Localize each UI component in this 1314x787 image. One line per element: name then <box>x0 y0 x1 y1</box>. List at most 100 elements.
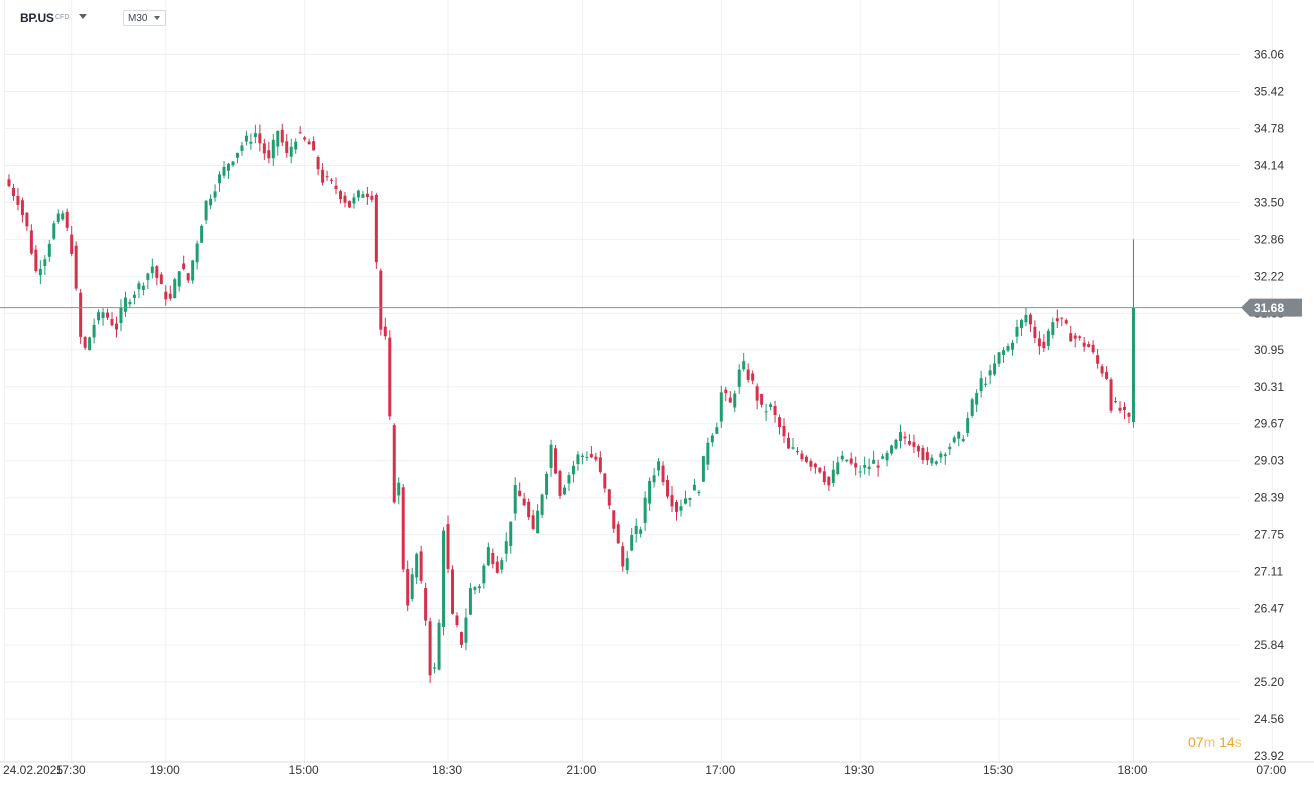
candle-body <box>97 312 101 321</box>
candle <box>459 631 463 649</box>
candle <box>294 138 298 154</box>
candle <box>146 272 150 290</box>
candle-body <box>79 292 83 337</box>
candle <box>1002 347 1006 363</box>
candle-body <box>191 260 195 281</box>
candle-body <box>258 133 262 144</box>
candle-body <box>1019 319 1023 329</box>
candle-body <box>141 285 145 290</box>
candle <box>38 260 42 285</box>
x-tick-label: 24.02.2025 <box>3 763 63 777</box>
x-tick-label: 19:30 <box>844 763 874 777</box>
x-tick-label: 15:00 <box>289 763 319 777</box>
candle-body <box>1127 413 1131 417</box>
candle <box>182 255 186 271</box>
candle-body <box>598 457 602 472</box>
timeframe-select[interactable]: M30 <box>123 10 166 26</box>
candle-body <box>957 431 961 439</box>
candle-body <box>29 230 33 254</box>
candle-body <box>742 361 746 370</box>
candle-body <box>491 552 495 565</box>
candle <box>258 124 262 152</box>
candle <box>522 492 526 506</box>
candle-body <box>612 510 616 529</box>
candle <box>65 208 69 232</box>
candle-body <box>509 521 513 546</box>
candle <box>1042 334 1046 353</box>
candle-body <box>240 145 244 151</box>
candle <box>119 299 123 332</box>
candle-body <box>1131 307 1135 423</box>
candle-body <box>760 394 764 405</box>
candle-body <box>621 546 625 567</box>
candle-body <box>379 270 383 330</box>
candle-body <box>365 193 369 198</box>
candle-body <box>52 223 56 239</box>
candle <box>1011 340 1014 356</box>
candle-body <box>1078 336 1082 338</box>
candle-body <box>563 487 566 495</box>
chevron-down-icon[interactable] <box>79 14 87 19</box>
candle <box>504 532 508 562</box>
candle <box>836 456 840 476</box>
candle <box>1118 401 1122 414</box>
instrument-type-badge: CFD <box>55 14 70 21</box>
candle-body <box>764 411 768 413</box>
candle-body <box>370 195 374 200</box>
candle-body <box>580 455 584 457</box>
candle-body <box>182 263 186 270</box>
candle <box>356 189 360 202</box>
candle-body <box>115 323 118 330</box>
candle <box>379 268 383 336</box>
candle <box>388 330 392 421</box>
candle-body <box>988 370 992 376</box>
y-tick-label: 27.75 <box>1254 528 1284 542</box>
candle-body <box>643 497 647 523</box>
candle-body <box>339 191 342 200</box>
candle <box>1006 343 1010 353</box>
candle <box>527 498 531 520</box>
candle <box>509 521 513 554</box>
candle <box>280 123 284 147</box>
candle <box>433 662 437 674</box>
candle-body <box>307 141 311 145</box>
candle <box>719 385 723 428</box>
candle <box>827 476 831 492</box>
candlestick-series <box>7 123 1135 683</box>
candle <box>79 288 83 344</box>
candle-body <box>867 466 871 470</box>
candle <box>979 370 983 398</box>
candle <box>110 312 114 327</box>
candle-body <box>374 194 378 263</box>
candle-body <box>984 383 988 385</box>
grid-lines <box>0 0 1314 763</box>
symbol-label[interactable]: BP.US <box>20 11 54 25</box>
candle <box>339 189 342 204</box>
candle <box>1114 397 1118 404</box>
candle-body <box>383 326 387 337</box>
candle <box>464 608 468 651</box>
candle <box>881 453 885 460</box>
candle <box>491 548 495 569</box>
candle <box>939 451 943 463</box>
candle-body <box>1033 326 1037 338</box>
candle-body <box>468 588 472 615</box>
countdown-minutes-unit: m <box>1203 734 1216 750</box>
candle-body <box>146 273 150 280</box>
candle <box>894 438 898 450</box>
timeframe-label: M30 <box>128 13 148 24</box>
candle-body <box>486 547 490 566</box>
candle <box>307 138 311 145</box>
candle <box>374 192 378 269</box>
candle-body <box>769 404 773 408</box>
candle-body <box>719 392 723 422</box>
candle <box>173 277 177 299</box>
candle <box>997 352 1001 367</box>
candle <box>934 460 938 466</box>
y-tick-label: 29.03 <box>1254 454 1284 468</box>
candle <box>365 186 369 205</box>
candle <box>195 240 199 270</box>
candle-body <box>1073 335 1077 339</box>
candle-body <box>616 524 620 544</box>
